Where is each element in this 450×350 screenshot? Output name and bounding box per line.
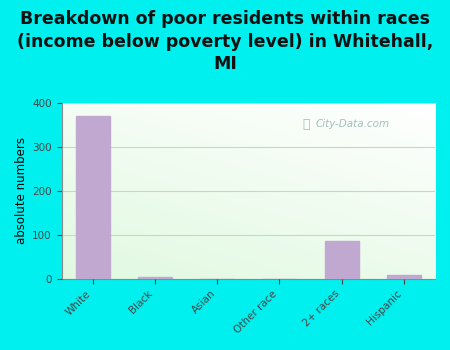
Y-axis label: absolute numbers: absolute numbers: [15, 137, 28, 244]
Bar: [387, 275, 421, 279]
Text: Breakdown of poor residents within races
(income below poverty level) in Whiteha: Breakdown of poor residents within races…: [17, 10, 433, 73]
Text: Ⓜ: Ⓜ: [302, 118, 310, 131]
Bar: [324, 241, 359, 279]
Bar: [76, 116, 110, 279]
Bar: [138, 276, 172, 279]
Text: City-Data.com: City-Data.com: [315, 119, 390, 129]
